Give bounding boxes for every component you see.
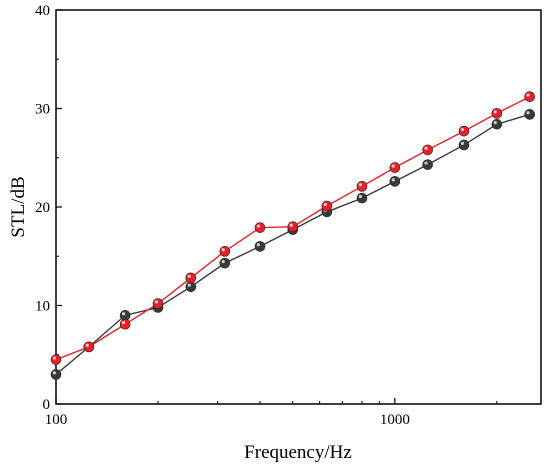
data-point <box>152 298 164 309</box>
x-tick-label: 1000 <box>380 412 410 428</box>
y-tick-label: 10 <box>35 299 50 315</box>
data-point-highlight <box>154 300 159 304</box>
data-point <box>254 222 266 233</box>
y-tick-label: 30 <box>35 102 50 118</box>
y-tick-label: 40 <box>35 3 50 19</box>
data-point-highlight <box>187 283 191 287</box>
data-point-highlight <box>424 161 428 165</box>
data-point <box>389 162 401 173</box>
data-point-highlight <box>323 202 327 207</box>
data-point-highlight <box>358 194 363 199</box>
x-axis-label: Frequency/Hz <box>244 442 352 463</box>
series-line <box>55 113 530 375</box>
data-point-highlight <box>289 223 293 227</box>
data-point-highlight <box>526 93 530 97</box>
series-layer <box>50 91 535 380</box>
data-point <box>119 310 131 321</box>
data-point <box>524 109 535 120</box>
data-point-highlight <box>121 312 126 316</box>
data-point <box>356 181 368 192</box>
data-point-highlight <box>358 183 363 187</box>
data-point-highlight <box>256 243 261 247</box>
data-point <box>491 108 503 119</box>
data-point <box>458 139 470 151</box>
data-point <box>458 125 470 137</box>
data-point <box>219 246 231 257</box>
data-point <box>321 200 333 212</box>
data-point-highlight <box>121 321 126 325</box>
series-1 <box>50 109 535 380</box>
data-point <box>356 192 368 204</box>
y-tick-label: 20 <box>35 200 50 216</box>
data-point-highlight <box>391 164 395 168</box>
data-point <box>254 241 266 252</box>
axis-ticks: 0 10 20 30 40 100 1000 <box>35 3 498 428</box>
data-point-highlight <box>424 146 428 150</box>
data-point <box>422 144 433 156</box>
data-point-highlight <box>493 110 497 114</box>
data-point-highlight <box>187 274 191 278</box>
data-point <box>491 118 503 130</box>
data-point-highlight <box>221 248 225 252</box>
plot-frame <box>55 9 542 405</box>
y-tick-label: 0 <box>43 397 51 413</box>
y-axis-label: STL/dB <box>8 176 29 237</box>
series-2 <box>50 91 535 365</box>
data-point-highlight <box>391 178 395 182</box>
data-point <box>185 272 197 284</box>
data-point <box>83 341 95 353</box>
data-point <box>524 91 535 102</box>
data-point-highlight <box>460 141 465 145</box>
data-point-highlight <box>52 356 57 360</box>
data-point-highlight <box>256 224 261 228</box>
data-point-highlight <box>493 121 497 125</box>
data-point-highlight <box>52 371 57 375</box>
data-point <box>389 176 401 187</box>
data-point-highlight <box>85 343 89 347</box>
data-point <box>422 159 433 170</box>
x-tick-label: 100 <box>45 412 68 428</box>
data-point-highlight <box>460 127 465 132</box>
data-point-highlight <box>526 111 530 115</box>
data-point <box>50 369 62 380</box>
data-point <box>219 257 231 269</box>
data-point-highlight <box>221 259 225 264</box>
data-point <box>119 318 131 330</box>
data-point <box>287 221 299 232</box>
data-point <box>50 354 62 365</box>
data-point <box>185 281 197 293</box>
